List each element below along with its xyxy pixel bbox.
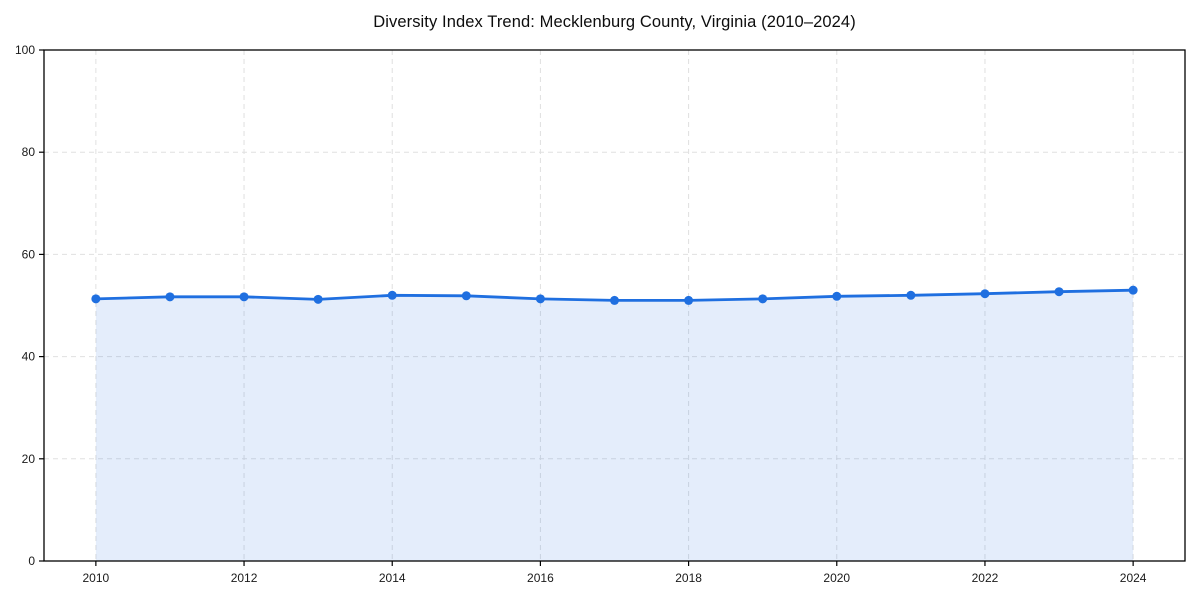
x-tick-label: 2022 (972, 571, 999, 585)
data-point-2014 (387, 290, 397, 300)
data-point-2023 (1054, 287, 1064, 297)
area-fill (95, 290, 1134, 561)
data-point-2012 (239, 292, 249, 302)
data-point-2011 (165, 292, 175, 302)
x-tick-label: 2020 (823, 571, 850, 585)
data-point-2024 (1128, 285, 1138, 295)
x-tick-label: 2010 (83, 571, 110, 585)
x-tick-label: 2018 (675, 571, 702, 585)
chart-title: Diversity Index Trend: Mecklenburg Count… (373, 13, 856, 31)
data-point-2019 (758, 294, 768, 304)
y-tick-label: 0 (28, 554, 35, 568)
data-point-2017 (610, 295, 619, 305)
plot-border (43, 49, 1186, 562)
y-tick-label: 100 (15, 43, 35, 57)
data-point-2021 (906, 290, 916, 300)
y-tick-label: 40 (22, 350, 36, 364)
data-point-2015 (461, 291, 471, 301)
x-tick-label: 2016 (527, 571, 554, 585)
y-tick-label: 80 (22, 145, 36, 159)
x-tick-label: 2012 (231, 571, 258, 585)
data-point-2010 (91, 294, 101, 304)
data-point-2022 (980, 289, 990, 299)
x-tick-label: 2024 (1120, 571, 1147, 585)
y-tick-label: 20 (22, 452, 36, 466)
y-tick-label: 60 (22, 247, 36, 261)
data-point-2016 (535, 294, 545, 304)
x-tick-label: 2014 (379, 571, 406, 585)
data-point-2020 (832, 291, 842, 301)
data-point-2018 (684, 295, 694, 305)
data-point-2013 (313, 294, 323, 304)
